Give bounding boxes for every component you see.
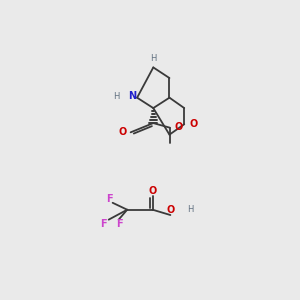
Text: N: N xyxy=(128,91,136,101)
Text: O: O xyxy=(174,122,182,132)
Text: F: F xyxy=(116,219,123,229)
Text: O: O xyxy=(148,186,157,196)
Text: O: O xyxy=(189,119,198,129)
Text: O: O xyxy=(166,205,175,215)
Text: F: F xyxy=(100,219,107,229)
Text: H: H xyxy=(113,92,120,100)
Text: H: H xyxy=(187,206,193,214)
Text: F: F xyxy=(106,194,113,204)
Text: H: H xyxy=(150,54,157,63)
Text: O: O xyxy=(118,127,127,137)
